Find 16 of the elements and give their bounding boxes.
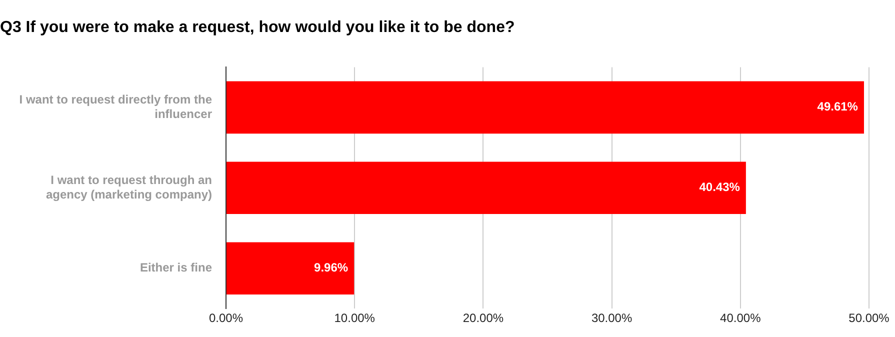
y-tick-label: I want to request directly from the influencer — [19, 92, 212, 121]
bar — [226, 81, 864, 134]
x-tick-label: 30.00% — [591, 311, 632, 326]
bar — [226, 242, 354, 295]
x-tick-label: 0.00% — [208, 311, 244, 326]
data-label: 9.96% — [314, 260, 348, 275]
chart-title: Q3 If you were to make a request, how would you like it to be done? — [0, 19, 515, 36]
bar — [226, 162, 746, 214]
x-tick-label: 20.00% — [462, 311, 504, 326]
x-tick-label: 10.00% — [334, 311, 376, 326]
y-tick-label: I want to request through an agency (marketing company) — [46, 173, 212, 202]
data-label: 40.43% — [699, 180, 740, 194]
x-tick-label: 40.00% — [720, 311, 762, 326]
y-tick-label: Either is fine — [140, 260, 212, 275]
x-tick-label: 50.00% — [848, 311, 890, 326]
data-label: 49.61% — [817, 100, 858, 114]
